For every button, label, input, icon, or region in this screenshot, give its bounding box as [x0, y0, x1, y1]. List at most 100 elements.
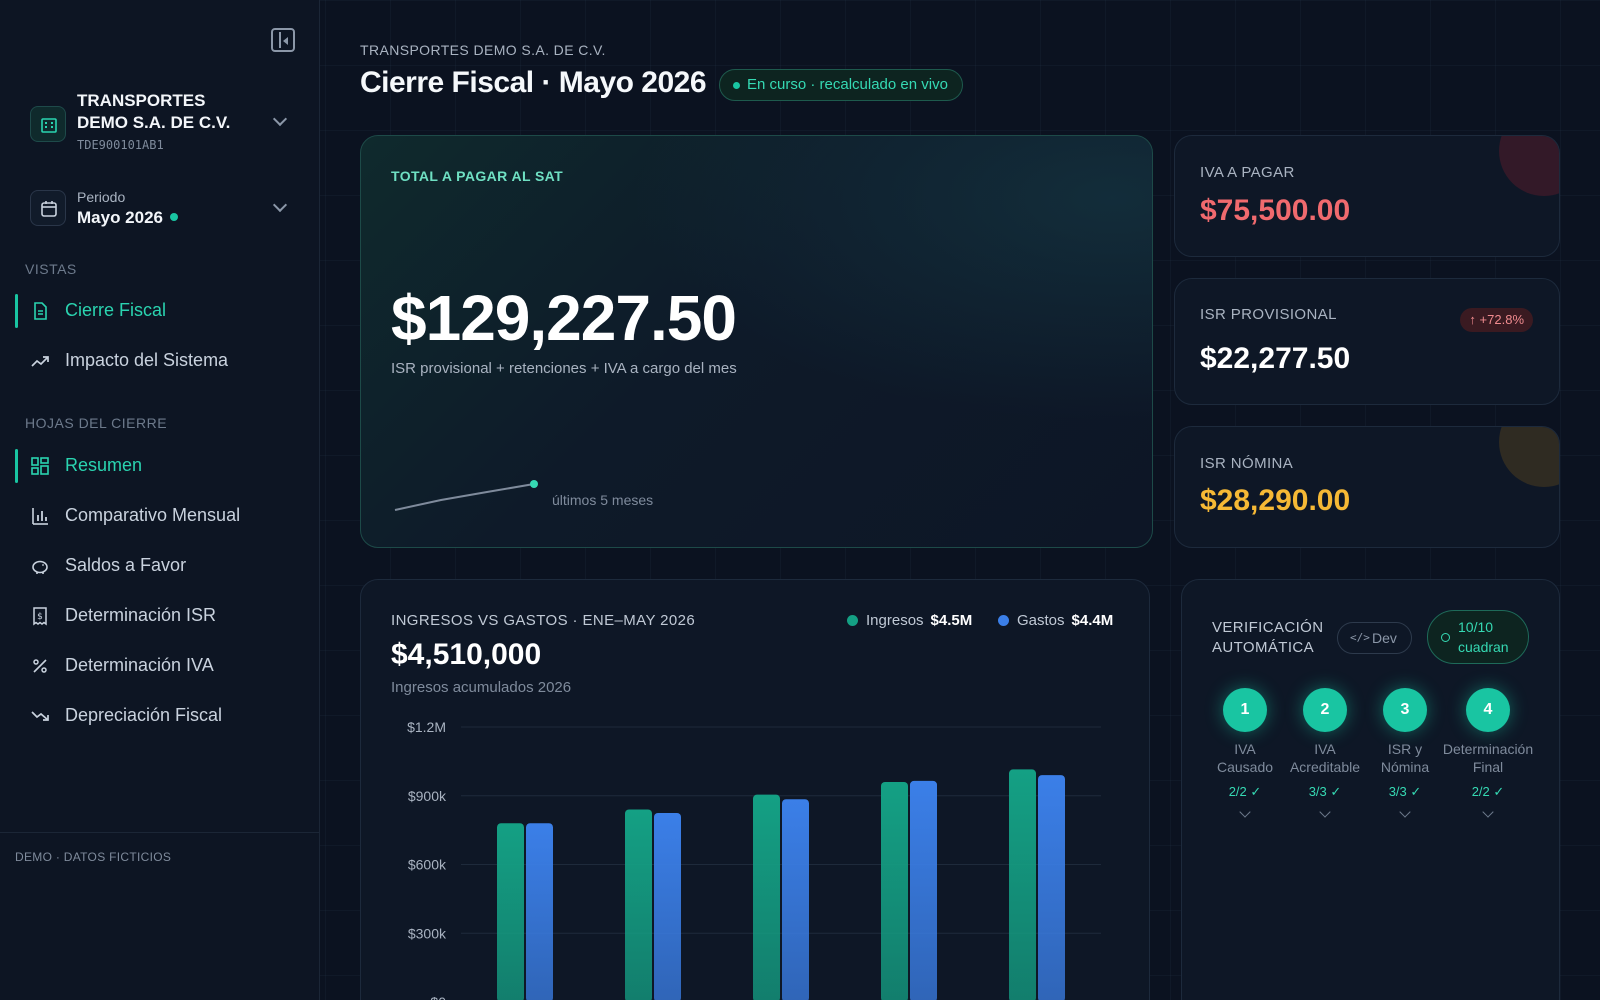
total-subtitle: ISR provisional + retenciones + IVA a ca…	[391, 360, 737, 377]
period-label: Periodo	[77, 189, 126, 205]
isr-provisional-card: ISR PROVISIONAL ↑ +72.8% $22,277.50	[1174, 278, 1560, 405]
y-tick-label: $0	[430, 994, 446, 1000]
nav-label: Comparativo Mensual	[65, 505, 241, 525]
sidebar: TRANSPORTES DEMO S.A. DE C.V. TDE900101A…	[0, 0, 320, 1000]
income-subtitle: Ingresos acumulados 2026	[391, 679, 572, 696]
isr-nomina-value: $28,290.00	[1200, 484, 1351, 517]
legend-income[interactable]: Ingresos $4.5M	[847, 612, 972, 629]
nav-item-resumen[interactable]: Resumen	[15, 449, 305, 483]
chart-title: INGRESOS VS GASTOS · ENE–MAY 2026	[391, 612, 696, 629]
section-title-sheets: HOJAS DEL CIERRE	[25, 415, 168, 431]
income-total: $4,510,000	[391, 638, 542, 671]
period-value: Mayo 2026	[77, 208, 178, 228]
document-icon	[34, 302, 47, 320]
step-count: 3/3 ✓	[1308, 784, 1342, 799]
sparkline-label: últimos 5 meses	[552, 492, 654, 508]
header-company: TRANSPORTES DEMO S.A. DE C.V.	[360, 42, 606, 58]
nav-label: Determinación ISR	[65, 605, 217, 625]
nav-item-determinacion-isr[interactable]: $ Determinación ISR	[15, 599, 305, 633]
step-number: 4	[1466, 688, 1510, 732]
arrow-up-icon: ↑	[1469, 312, 1476, 327]
nav-label: Cierre Fiscal	[65, 300, 167, 320]
step-number: 2	[1303, 688, 1347, 732]
verification-step-3[interactable]: 3 ISR y Nómina 3/3 ✓	[1355, 688, 1455, 818]
bar-chart: $0 $300k $600k $900k $1.2M	[407, 719, 1101, 1000]
nav-label: Depreciación Fiscal	[65, 705, 223, 725]
step-number: 1	[1223, 688, 1267, 732]
legend-swatch	[998, 615, 1009, 626]
dev-button[interactable]: </> Dev	[1337, 622, 1412, 654]
sidebar-footer: DEMO · DATOS FICTICIOS	[0, 832, 320, 864]
nav-label: Impacto del Sistema	[65, 350, 229, 370]
active-indicator	[15, 294, 18, 328]
isr-provisional-value: $22,277.50	[1200, 342, 1351, 375]
income-expense-card: INGRESOS VS GASTOS · ENE–MAY 2026 Ingres…	[360, 579, 1150, 1000]
chevron-down-icon[interactable]	[272, 197, 288, 213]
nav-item-saldos-favor[interactable]: Saldos a Favor	[15, 549, 305, 583]
percent-icon	[33, 659, 47, 673]
bar-gastos-1[interactable]	[526, 823, 553, 1000]
status-badge: En curso · recalculado en vivo	[719, 69, 963, 101]
step-name: IVA Acreditable	[1289, 741, 1361, 775]
bar-chart-icon	[32, 508, 48, 525]
bar-ingresos-2[interactable]	[625, 809, 652, 1000]
bar-gastos-4[interactable]	[910, 780, 937, 1000]
piggy-bank-icon	[32, 560, 48, 574]
chevron-down-icon[interactable]	[1239, 806, 1251, 818]
company-name: TRANSPORTES DEMO S.A. DE C.V.	[77, 91, 231, 132]
section-title-views: VISTAS	[25, 261, 77, 277]
trend-down-icon	[31, 711, 49, 721]
svg-text:$: $	[37, 612, 43, 622]
card-label: TOTAL A PAGAR AL SAT	[391, 168, 564, 184]
live-dot	[170, 213, 178, 221]
step-name: IVA Causado	[1216, 741, 1274, 775]
verification-step-2[interactable]: 2 IVA Acreditable 3/3 ✓	[1275, 688, 1375, 818]
grid-icon	[31, 457, 49, 475]
bar-ingresos-3[interactable]	[753, 794, 780, 1000]
legend-expense[interactable]: Gastos $4.4M	[998, 612, 1113, 629]
company-rfc: TDE900101AB1	[77, 138, 164, 152]
isr-nomina-label: ISR NÓMINA	[1200, 455, 1294, 472]
y-tick-label: $300k	[408, 925, 447, 941]
bar-ingresos-1[interactable]	[497, 823, 524, 1000]
chevron-down-icon[interactable]	[1319, 806, 1331, 818]
bar-ingresos-4[interactable]	[881, 782, 908, 1000]
nav-item-impacto-sistema[interactable]: Impacto del Sistema	[15, 344, 305, 378]
bar-ingresos-5[interactable]	[1009, 769, 1036, 1000]
bar-gastos-3[interactable]	[782, 799, 809, 1000]
verification-card: VERIFICACIÓN AUTOMÁTICA </> Dev 10/10 cua…	[1181, 579, 1560, 1000]
change-badge: ↑ +72.8%	[1460, 308, 1533, 332]
chevron-down-icon[interactable]	[272, 111, 288, 127]
receipt-dollar-icon: $	[33, 607, 47, 626]
demo-notice: DEMO · DATOS FICTICIOS	[15, 850, 172, 864]
nav-item-determinacion-iva[interactable]: Determinación IVA	[15, 649, 305, 683]
verification-step-4[interactable]: 4 Determinación Final 2/2 ✓	[1438, 688, 1538, 818]
step-name: Determinación Final	[1442, 741, 1534, 775]
chevron-down-icon[interactable]	[1482, 806, 1494, 818]
nav-item-depreciacion-fiscal[interactable]: Depreciación Fiscal	[15, 699, 305, 733]
period-selector[interactable]: Periodo Mayo 2026	[30, 186, 295, 236]
active-indicator	[15, 449, 18, 483]
bar-gastos-2[interactable]	[654, 812, 681, 1000]
sparkline-point	[530, 480, 538, 488]
y-tick-label: $900k	[408, 788, 447, 804]
iva-value: $75,500.00	[1200, 194, 1351, 227]
nav-label: Determinación IVA	[65, 655, 214, 675]
verification-title: VERIFICACIÓN AUTOMÁTICA	[1212, 619, 1324, 656]
verification-step-1[interactable]: 1 IVA Causado 2/2 ✓	[1195, 688, 1295, 818]
total-sat-card: TOTAL A PAGAR AL SAT $129,227.50 ISR pro…	[360, 135, 1153, 548]
collapse-sidebar-icon[interactable]	[271, 28, 295, 52]
nav-item-cierre-fiscal[interactable]: Cierre Fiscal	[15, 294, 305, 328]
chevron-down-icon[interactable]	[1399, 806, 1411, 818]
step-number: 3	[1383, 688, 1427, 732]
nav-item-comparativo-mensual[interactable]: Comparativo Mensual	[15, 499, 305, 533]
legend-swatch	[847, 615, 858, 626]
calendar-icon	[30, 190, 66, 226]
sparkline	[394, 480, 538, 511]
decor-blob	[1499, 136, 1559, 196]
nav-label: Saldos a Favor	[65, 555, 187, 575]
bar-gastos-5[interactable]	[1038, 775, 1065, 1000]
code-icon: </>	[1350, 631, 1370, 644]
company-selector[interactable]: TRANSPORTES DEMO S.A. DE C.V. TDE900101A…	[30, 90, 295, 160]
step-name: ISR y Nómina	[1380, 741, 1430, 775]
